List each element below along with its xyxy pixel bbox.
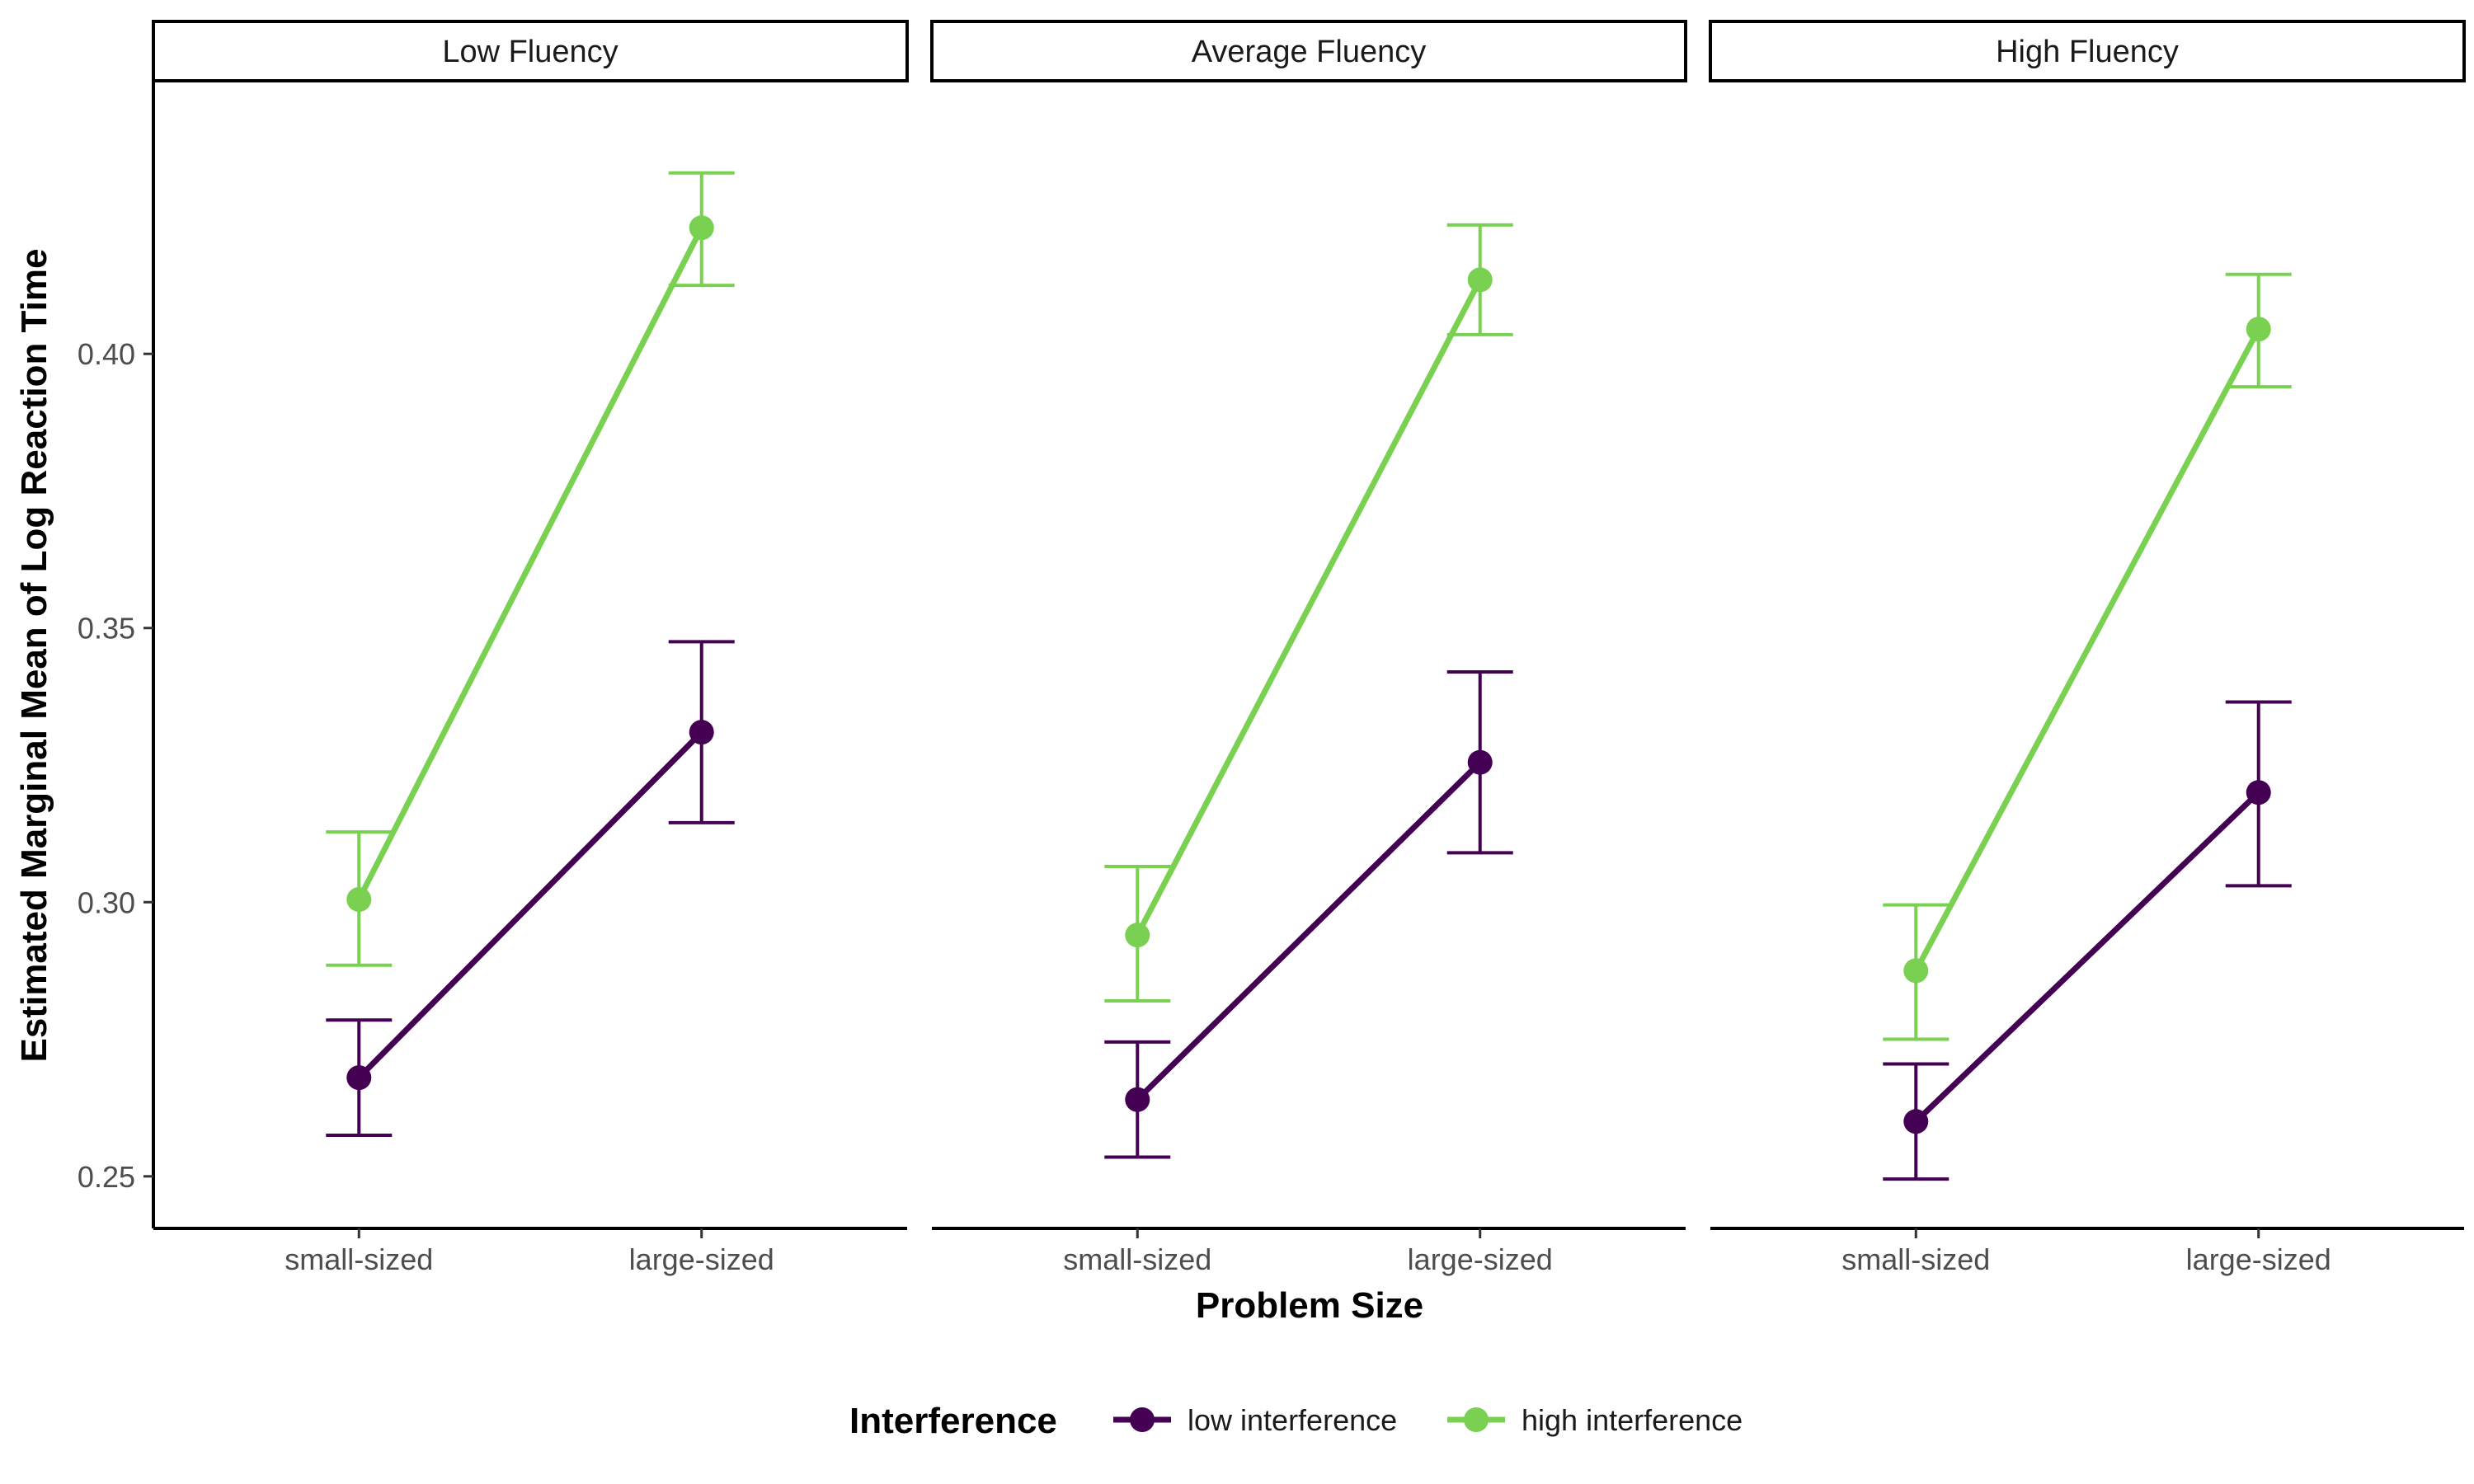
legend-title: Interference	[849, 1401, 1057, 1441]
legend-label: high interference	[1522, 1403, 1743, 1437]
series-high-interference	[1104, 223, 1513, 1003]
series-high-interference	[326, 171, 735, 967]
series-line	[355, 729, 705, 1081]
series-line	[1912, 326, 2262, 974]
panel-1: Low Fluency small-sized large-sized 0.25 0.3…	[78, 20, 909, 1276]
x-tick-label: large-sized	[1408, 1242, 1553, 1276]
data-point	[1903, 1109, 1929, 1134]
x-tick-label: large-sized	[629, 1242, 774, 1276]
legend-key-point	[1130, 1407, 1155, 1432]
data-point	[1903, 958, 1929, 984]
facet-strip	[152, 20, 909, 82]
data-point	[1125, 923, 1150, 948]
x-tick-label: small-sized	[285, 1242, 433, 1276]
y-tick-label: 0.35	[78, 612, 135, 646]
data-point	[346, 886, 372, 912]
y-axis-title: Estimated Marginal Mean of Log Reaction …	[14, 249, 54, 1063]
legend-entry: high interference	[1447, 1403, 1743, 1437]
x-axis-title: Problem Size	[1196, 1285, 1423, 1326]
series-high-interference	[1883, 272, 2292, 1041]
y-tick-label: 0.25	[78, 1160, 135, 1194]
panel-3: High Fluency small-sized large-sized	[1709, 20, 2466, 1276]
facet-strip	[1709, 20, 2466, 82]
facet-title: High Fluency	[1996, 35, 2179, 69]
legend-entry: low interference	[1113, 1403, 1397, 1437]
x-tick-label: small-sized	[1063, 1242, 1211, 1276]
series-line	[1134, 276, 1484, 938]
data-point	[2246, 780, 2271, 805]
series-line	[1134, 759, 1484, 1103]
chart-panels: Low Fluency small-sized large-sized 0.25 0.3…	[78, 20, 2466, 1276]
data-point	[1467, 749, 1493, 775]
data-point	[689, 720, 714, 745]
series-low-interference	[326, 640, 735, 1137]
panel-2: Average Fluency small-sized large-sized	[930, 20, 1687, 1276]
data-point	[1125, 1087, 1150, 1112]
data-point	[689, 215, 714, 241]
y-tick-label: 0.40	[78, 337, 135, 371]
series-line	[355, 224, 705, 903]
series-low-interference	[1104, 669, 1513, 1159]
facet-strip	[930, 20, 1687, 82]
legend-label: low interference	[1188, 1403, 1397, 1437]
x-tick-label: large-sized	[2186, 1242, 2331, 1276]
legend: Interference low interference high interfe…	[849, 1401, 1743, 1441]
data-point	[2246, 317, 2271, 342]
facet-title: Average Fluency	[1192, 35, 1426, 69]
data-point	[346, 1065, 372, 1091]
x-tick-label: small-sized	[1841, 1242, 1990, 1276]
y-tick-label: 0.30	[78, 885, 135, 919]
legend-key-point	[1464, 1407, 1489, 1432]
series-low-interference	[1883, 700, 2292, 1181]
data-point	[1467, 267, 1493, 293]
facet-title: Low Fluency	[442, 35, 618, 69]
series-line	[1912, 789, 2262, 1125]
